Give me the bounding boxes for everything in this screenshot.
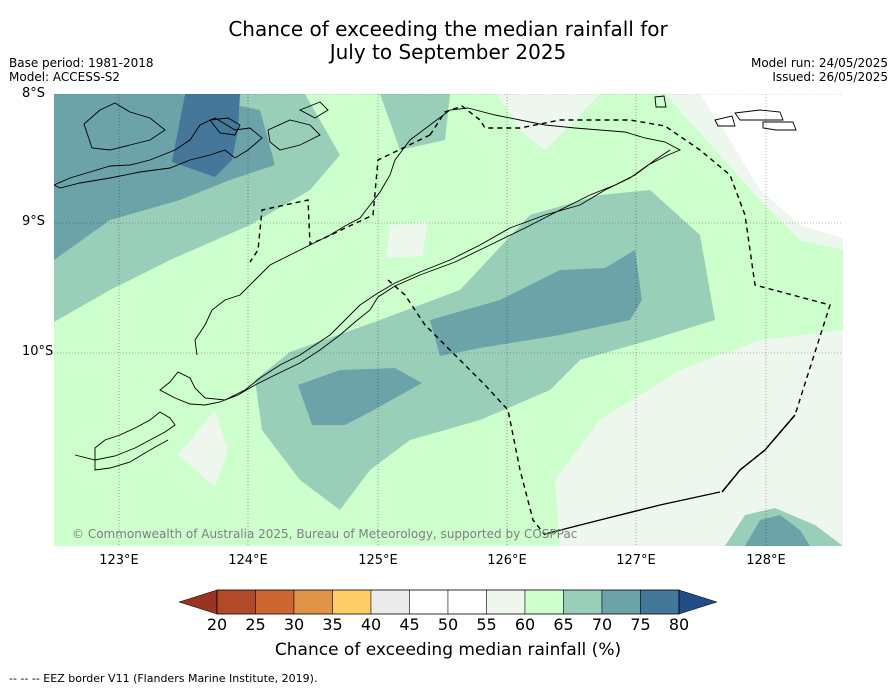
colorbar-frame: [216, 589, 680, 615]
region-65-70-north: [380, 94, 450, 150]
colorbar-over-arrow: [678, 589, 718, 615]
colorbar-tick-65: 65: [553, 615, 574, 634]
eez-line-south: [387, 279, 546, 536]
region-55-60-southeast: [555, 330, 843, 546]
region-70-75-south: [298, 368, 422, 425]
lat-label-9s: 9°S: [22, 214, 46, 229]
eez-border: [249, 105, 831, 536]
map-panel: [54, 94, 843, 546]
region-55-60-patch: [386, 222, 428, 258]
colorbar-cell-25-30: [255, 589, 295, 615]
colorbar-cell-45-50: [409, 589, 449, 615]
island-coast-6: [714, 115, 736, 127]
issued-text: Issued: 26/05/2025: [772, 70, 888, 84]
lon-label-123e: 123°E: [99, 553, 139, 568]
colorbar-tick-55: 55: [476, 615, 497, 634]
lat-label-8s: 8°S: [22, 86, 46, 101]
colorbar-cell-70-75: [601, 589, 641, 615]
title-line-2: July to September 2025: [329, 40, 567, 64]
colorbar-tick-35: 35: [322, 615, 343, 634]
flores-coast: [54, 117, 263, 189]
island-coast-8: [762, 121, 797, 131]
region-55-60-southwest: [178, 410, 228, 487]
colorbar-cell-75-80: [640, 589, 680, 615]
island-coast-7: [734, 109, 784, 121]
colorbar-cell-65-70: [563, 589, 603, 615]
island-coast-1: [83, 102, 166, 151]
lon-label-127e: 127°E: [616, 553, 656, 568]
colorbar-cell-30-35: [293, 589, 333, 615]
meta-right: Model run: 24/05/2025 Issued: 26/05/2025: [751, 56, 888, 84]
lon-label-128e: 128°E: [746, 553, 786, 568]
rote-coast: [74, 411, 176, 471]
region-70-75-centre: [430, 250, 642, 356]
colorbar-cell-50-55: [447, 589, 487, 615]
lon-label-126e: 126°E: [487, 553, 527, 568]
colorbar-tick-25: 25: [245, 615, 266, 634]
copyright-text: © Commonwealth of Australia 2025, Bureau…: [72, 527, 578, 541]
region-75-80: [172, 94, 240, 177]
colorbar-cell-35-40: [332, 589, 372, 615]
colorbar-under-arrow: [178, 589, 218, 615]
colorbar: [178, 589, 718, 615]
region-70-75-southeast: [745, 515, 810, 546]
eez-solid-segment: [544, 491, 721, 535]
island-coast-5: [654, 95, 667, 108]
colorbar-cells: [216, 589, 680, 615]
colorbar-cell-60-65: [524, 589, 564, 615]
region-45-55-northeast: [700, 94, 843, 238]
colorbar-tick-80: 80: [668, 615, 690, 634]
lon-label-124e: 124°E: [228, 553, 268, 568]
colorbar-tick-75: 75: [630, 615, 651, 634]
colorbar-tick-70: 70: [591, 615, 613, 634]
base-period-text: Base period: 1981-2018: [9, 56, 154, 70]
island-coast-3: [267, 119, 321, 151]
colorbar-tick-45: 45: [399, 615, 420, 634]
eez-legend-note: -- -- -- EEZ border V11 (Flanders Marine…: [9, 672, 318, 685]
eez-line-west: [249, 134, 431, 263]
island-coast-4: [298, 101, 329, 119]
region-55-60-north: [497, 94, 600, 150]
colorbar-title: Chance of exceeding median rainfall (%): [274, 640, 622, 660]
colorbar-tick-20: 20: [206, 615, 228, 634]
colorbar-tick-40: 40: [360, 615, 382, 634]
colorbar-tick-50: 50: [437, 615, 459, 634]
lon-label-125e: 125°E: [358, 553, 398, 568]
region-55-60-edge: [790, 250, 843, 546]
colorbar-cell-40-45: [370, 589, 410, 615]
colorbar-cell-55-60: [486, 589, 526, 615]
gridlines: [54, 94, 843, 546]
model-run-text: Model run: 24/05/2025: [750, 56, 888, 70]
lat-label-10s: 10°S: [22, 344, 54, 359]
title-line-1: Chance of exceeding the median rainfall …: [228, 17, 668, 41]
colorbar-tick-30: 30: [283, 615, 305, 634]
colorbar-tick-60: 60: [514, 615, 536, 634]
island-coast-2: [209, 117, 241, 136]
map-title: Chance of exceeding the median rainfall …: [0, 18, 896, 64]
colorbar-cell-20-25: [216, 589, 256, 615]
meta-left: Base period: 1981-2018 Model: ACCESS-S2: [9, 56, 154, 84]
model-text: Model: ACCESS-S2: [9, 70, 121, 84]
eez-solid-segment-2: [721, 414, 796, 493]
